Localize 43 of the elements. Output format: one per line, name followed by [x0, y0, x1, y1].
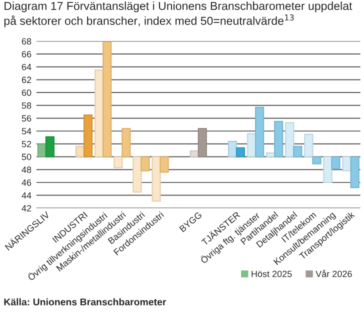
- bar: [152, 156, 161, 202]
- legend-label: Vår 2026: [316, 270, 352, 278]
- bar: [140, 156, 150, 172]
- bar: [312, 156, 322, 164]
- bar: [350, 156, 360, 188]
- y-tick-label: 68: [22, 38, 32, 45]
- bar: [342, 156, 352, 172]
- chart-title: Diagram 17 Förväntansläget i Unionens Branschbarometer uppdelat på sektorer och branscher, index med 50=neutralvärde$^{13}$: [4, 2, 352, 28]
- y-tick-label: 58: [22, 102, 32, 109]
- bar: [266, 152, 276, 158]
- y-tick-label: 48: [22, 166, 32, 173]
- y-tick-label: 62: [22, 76, 32, 84]
- bar: [228, 140, 238, 158]
- y-tick-label: 66: [22, 50, 32, 58]
- bar: [198, 128, 207, 158]
- bar: [45, 136, 54, 158]
- y-tick-label: 46: [22, 179, 32, 186]
- bar: [75, 146, 85, 158]
- bar: [304, 134, 314, 158]
- bar: [190, 150, 199, 158]
- y-tick-label: 64: [22, 64, 32, 70]
- y-tick-label: 54: [22, 128, 32, 134]
- legend-label: Höst 2025: [252, 270, 292, 278]
- bar: [102, 41, 112, 158]
- bar: [236, 147, 246, 158]
- y-tick-label: 60: [22, 90, 32, 96]
- bar: [122, 128, 131, 158]
- y-tick-label: 42: [22, 205, 32, 212]
- bar: [160, 156, 169, 173]
- bar: [83, 114, 93, 158]
- bar: [114, 156, 123, 168]
- y-tick-label: 56: [22, 115, 32, 122]
- text: Källa: Unionens Branschbarometer: [4, 298, 166, 306]
- y-tick-label: 44: [22, 192, 32, 199]
- bar: [293, 146, 302, 158]
- y-tick-label: 52: [22, 140, 32, 148]
- bar: [132, 156, 142, 193]
- y-tick-label: 50: [22, 154, 32, 160]
- bar: [331, 156, 340, 170]
- bar: [274, 120, 284, 158]
- bar: [285, 122, 294, 158]
- bar: [323, 156, 332, 183]
- bar: [254, 106, 264, 158]
